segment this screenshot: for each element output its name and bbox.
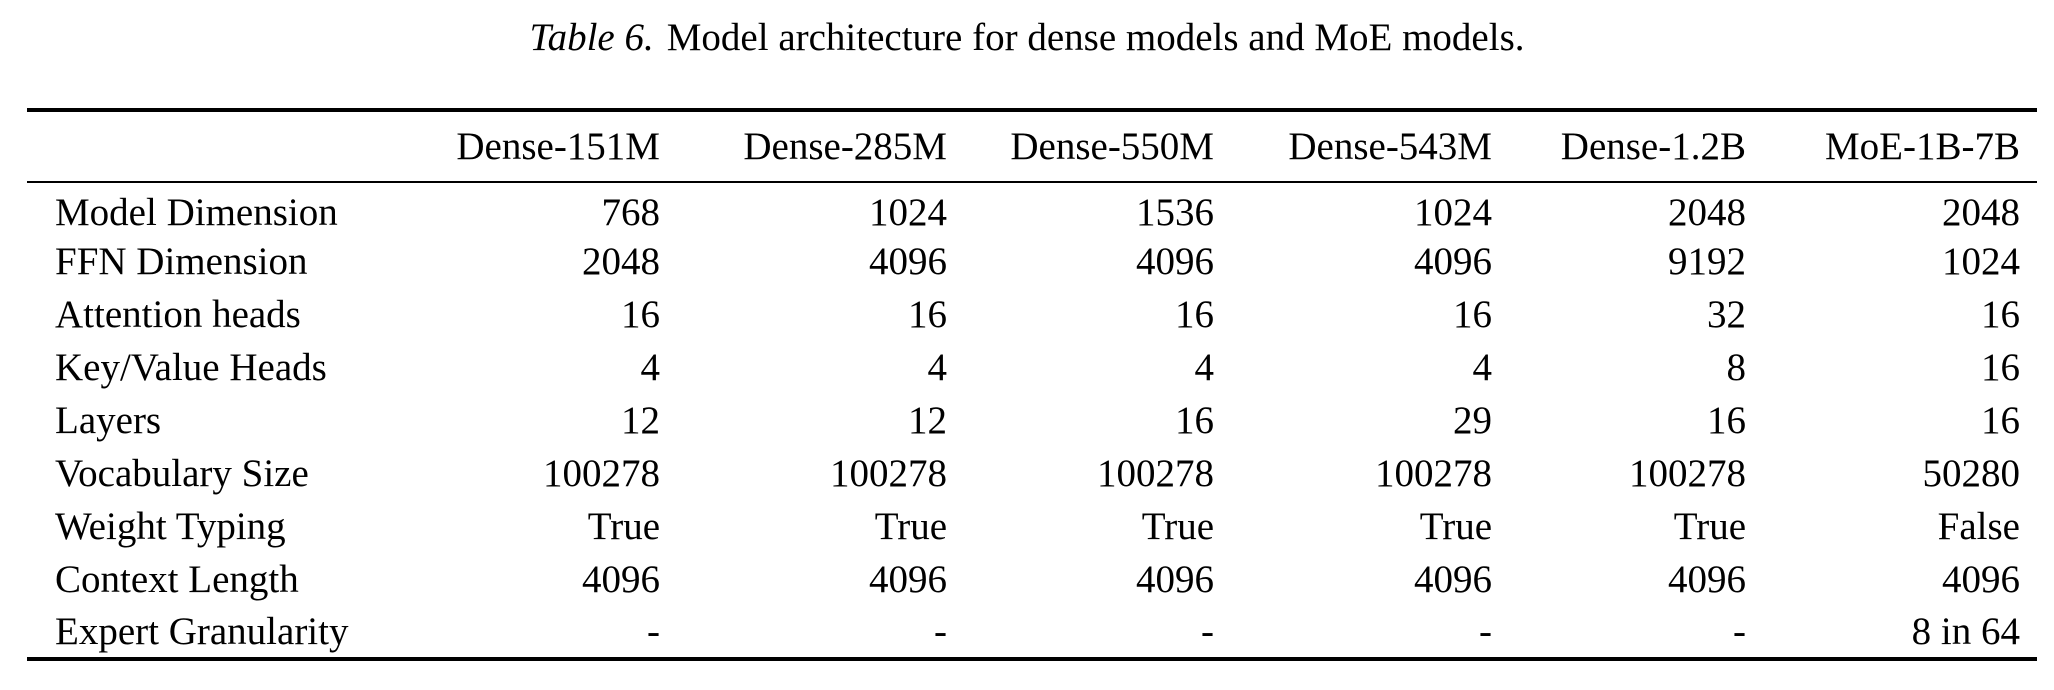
table-cell: 8 — [1726, 346, 1747, 389]
table-cell: 4096 — [869, 240, 947, 283]
table-cell: 12 — [621, 399, 660, 442]
row-label: Key/Value Heads — [55, 346, 327, 389]
table-cell: 16 — [1981, 399, 2020, 442]
table-cell: 100278 — [1629, 452, 1746, 495]
table-caption-text: Model architecture for dense models and … — [666, 16, 1525, 59]
table-row-ffn-dimension: FFN Dimension 2048 4096 4096 4096 9192 1… — [27, 235, 2037, 288]
table-cell: 4096 — [582, 558, 660, 601]
row-label: Vocabulary Size — [55, 452, 309, 495]
column-header-empty — [27, 110, 412, 183]
table-cell: True — [1419, 505, 1492, 548]
table-cell: 16 — [1175, 399, 1214, 442]
table-cell: 768 — [601, 190, 661, 234]
table-cell: 100278 — [1097, 452, 1214, 495]
table-row-model-dimension: Model Dimension 768 1024 1536 1024 2048 … — [27, 182, 2037, 235]
table-cell: 1024 — [1414, 190, 1492, 234]
row-label: Attention heads — [55, 293, 301, 336]
table-cell: 4096 — [1414, 558, 1492, 601]
table-cell: 16 — [1707, 399, 1746, 442]
table-cell: 4096 — [1668, 558, 1746, 601]
table-cell: 4096 — [1414, 240, 1492, 283]
row-label: Context Length — [55, 558, 299, 601]
table-row-attention-heads: Attention heads 16 16 16 16 32 16 — [27, 288, 2037, 341]
table-cell: 100278 — [1375, 452, 1492, 495]
table-cell: 16 — [1981, 293, 2020, 336]
table-cell: 2048 — [1668, 190, 1746, 234]
table-cell: - — [1201, 610, 1214, 653]
row-label: Expert Granularity — [55, 610, 349, 653]
table-cell: 4 — [640, 346, 661, 389]
table-cell: 32 — [1707, 293, 1746, 336]
row-label: Weight Typing — [55, 505, 286, 548]
table-cell: 16 — [1981, 346, 2020, 389]
header-row: Dense-151M Dense-285M Dense-550M Dense-5… — [27, 110, 2037, 183]
column-header-dense-1-2b: Dense-1.2B — [1492, 110, 1746, 183]
table-row-expert-granularity: Expert Granularity - - - - - 8 in 64 — [27, 606, 2037, 659]
table-cell: 29 — [1453, 399, 1492, 442]
table-cell: - — [1733, 610, 1746, 653]
table-cell: 12 — [908, 399, 947, 442]
table-cell: 16 — [1175, 293, 1214, 336]
column-header-moe-1b-7b: MoE-1B-7B — [1746, 110, 2037, 183]
table-row-context-length: Context Length 4096 4096 4096 4096 4096 … — [27, 553, 2037, 606]
table-caption-number: Table 6. — [529, 16, 654, 59]
table-cell: 100278 — [543, 452, 660, 495]
table-caption: Table 6. Model architecture for dense mod… — [0, 15, 2054, 61]
row-label: FFN Dimension — [55, 240, 308, 283]
table-cell: 4096 — [869, 558, 947, 601]
table-row-layers: Layers 12 12 16 29 16 16 — [27, 394, 2037, 447]
table-cell: True — [874, 505, 947, 548]
paper-page: Table 6. Model architecture for dense mod… — [0, 15, 2054, 690]
table-cell: 4096 — [1942, 558, 2020, 601]
table-cell: 2048 — [582, 240, 660, 283]
table-cell: 4 — [1472, 346, 1493, 389]
row-label: Model Dimension — [55, 190, 338, 234]
table-cell: 16 — [621, 293, 660, 336]
table-cell: 4096 — [1136, 240, 1214, 283]
table-cell: True — [1141, 505, 1214, 548]
table-cell: 16 — [908, 293, 947, 336]
table-cell: 4096 — [1136, 558, 1214, 601]
model-architecture-table: Dense-151M Dense-285M Dense-550M Dense-5… — [27, 108, 2037, 661]
table-cell: True — [587, 505, 660, 548]
table-cell: - — [647, 610, 660, 653]
table-cell: 50280 — [1922, 452, 2021, 495]
table-cell: 2048 — [1942, 190, 2020, 234]
table-cell: 1536 — [1136, 190, 1214, 234]
table-cell: 16 — [1453, 293, 1492, 336]
table-row-key-value-heads: Key/Value Heads 4 4 4 4 8 16 — [27, 341, 2037, 394]
table-cell: False — [1937, 505, 2020, 548]
table-cell: 9192 — [1668, 240, 1746, 283]
table-row-vocabulary-size: Vocabulary Size 100278 100278 100278 100… — [27, 447, 2037, 500]
table-cell: 8 in 64 — [1911, 610, 2020, 653]
table-cell: - — [1479, 610, 1492, 653]
table-row-weight-typing: Weight Typing True True True True True F… — [27, 500, 2037, 553]
table-cell: 4 — [927, 346, 948, 389]
table-cell: 1024 — [1942, 240, 2020, 283]
column-header-dense-151m: Dense-151M — [412, 110, 660, 183]
row-label: Layers — [55, 399, 162, 442]
column-header-dense-550m: Dense-550M — [947, 110, 1214, 183]
column-header-dense-285m: Dense-285M — [660, 110, 947, 183]
table-cell: 1024 — [869, 190, 947, 234]
table-cell: 100278 — [830, 452, 947, 495]
table-cell: - — [934, 610, 947, 653]
table-cell: 4 — [1194, 346, 1215, 389]
column-header-dense-543m: Dense-543M — [1214, 110, 1492, 183]
table-cell: True — [1673, 505, 1746, 548]
